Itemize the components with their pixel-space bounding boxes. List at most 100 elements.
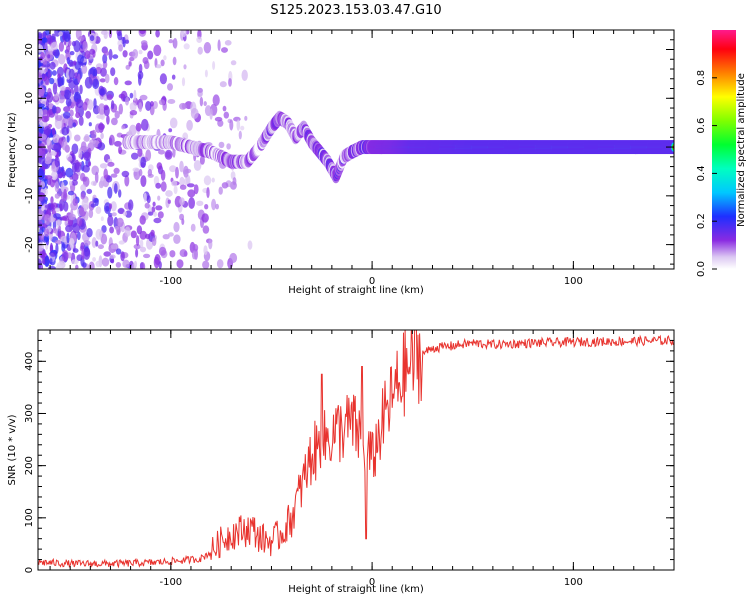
y-tick-label: -20 (24, 236, 35, 252)
noise-speckle (88, 261, 95, 269)
noise-speckle (38, 36, 43, 45)
noise-speckle (165, 190, 173, 197)
noise-speckle (68, 213, 76, 221)
noise-speckle (93, 98, 97, 109)
noise-speckle (188, 197, 196, 209)
noise-speckle (221, 47, 228, 53)
noise-speckle (103, 251, 111, 257)
noise-speckle (203, 101, 207, 107)
noise-speckle (106, 115, 110, 125)
spectrogram-frame (37, 29, 675, 270)
noise-speckle (103, 50, 110, 56)
noise-speckle (181, 218, 185, 226)
noise-speckle (94, 198, 99, 207)
noise-speckle (59, 85, 66, 91)
noise-speckle (145, 101, 152, 111)
noise-speckle (72, 248, 79, 253)
noise-speckle (95, 206, 102, 214)
noise-speckle (38, 103, 45, 108)
noise-speckle (129, 92, 134, 99)
noise-speckle (110, 173, 118, 178)
noise-speckle (167, 199, 171, 204)
noise-speckle (124, 226, 131, 237)
noise-speckle (65, 167, 74, 178)
noise-speckle (120, 251, 125, 262)
noise-speckle (63, 89, 71, 100)
noise-speckle (91, 129, 97, 141)
spectrogram-x-label: Height of straight line (km) (288, 285, 424, 296)
noise-speckle (67, 190, 75, 196)
noise-speckle (114, 110, 120, 119)
noise-speckle (83, 135, 90, 142)
y-tick-label: 10 (24, 92, 35, 105)
noise-speckle (82, 101, 88, 111)
noise-speckle (44, 175, 53, 180)
noise-speckle (169, 250, 176, 258)
noise-speckle (110, 201, 117, 212)
noise-speckle (81, 198, 89, 209)
noise-speckle (216, 259, 224, 269)
noise-speckle (122, 259, 130, 268)
noise-speckle (180, 30, 187, 38)
noise-speckle (133, 89, 137, 102)
noise-speckle (129, 102, 137, 112)
noise-speckle (138, 49, 143, 55)
noise-speckle (85, 110, 92, 119)
noise-speckle (121, 170, 130, 178)
y-tick-label: 0 (24, 144, 35, 150)
noise-speckle (82, 165, 90, 173)
noise-speckle (160, 181, 167, 192)
noise-speckle (104, 73, 110, 84)
spectrogram-heatmap (38, 30, 674, 269)
noise-speckle (173, 221, 180, 233)
noise-speckle (139, 215, 146, 225)
noise-speckle (167, 232, 174, 237)
noise-speckle (155, 30, 160, 38)
noise-speckle (98, 103, 106, 115)
noise-speckle (123, 211, 127, 217)
noise-speckle (132, 167, 140, 172)
noise-speckle (158, 149, 165, 155)
noise-speckle (193, 184, 199, 195)
noise-speckle (92, 257, 96, 262)
noise-speckle (203, 175, 212, 186)
noise-speckle (54, 181, 60, 193)
noise-speckle (78, 148, 83, 159)
noise-speckle (153, 217, 162, 224)
noise-speckle (229, 252, 238, 264)
noise-speckle (129, 56, 135, 62)
noise-speckle (111, 117, 118, 126)
noise-speckle (107, 161, 115, 167)
noise-speckle (153, 44, 162, 56)
noise-speckle (179, 249, 188, 258)
noise-speckle (50, 202, 59, 210)
noise-speckle (84, 76, 93, 89)
noise-speckle (47, 54, 51, 59)
noise-speckle (229, 119, 234, 131)
spectrogram-y-label: Frequency (Hz) (7, 112, 18, 188)
noise-speckle (151, 206, 156, 213)
noise-speckle (125, 96, 129, 106)
noise-speckle (101, 257, 110, 267)
noise-speckle (129, 124, 137, 136)
noise-speckle (63, 30, 71, 42)
noise-speckle (54, 239, 62, 245)
y-tick-label: 0 (24, 567, 35, 573)
noise-speckle (53, 227, 57, 234)
noise-speckle (103, 168, 108, 179)
noise-speckle (72, 122, 77, 128)
noise-speckle (103, 31, 108, 40)
y-tick-label: -10 (24, 188, 35, 204)
noise-speckle (86, 188, 93, 195)
noise-speckle (152, 201, 156, 207)
noise-speckle (46, 152, 52, 164)
noise-speckle (157, 195, 161, 201)
noise-speckle (125, 64, 131, 70)
noise-speckle (114, 225, 120, 230)
noise-speckle (62, 111, 71, 119)
noise-speckle (46, 34, 53, 45)
noise-speckle (140, 262, 146, 269)
noise-speckle (110, 258, 115, 264)
noise-speckle (117, 31, 123, 41)
noise-speckle (128, 61, 132, 67)
